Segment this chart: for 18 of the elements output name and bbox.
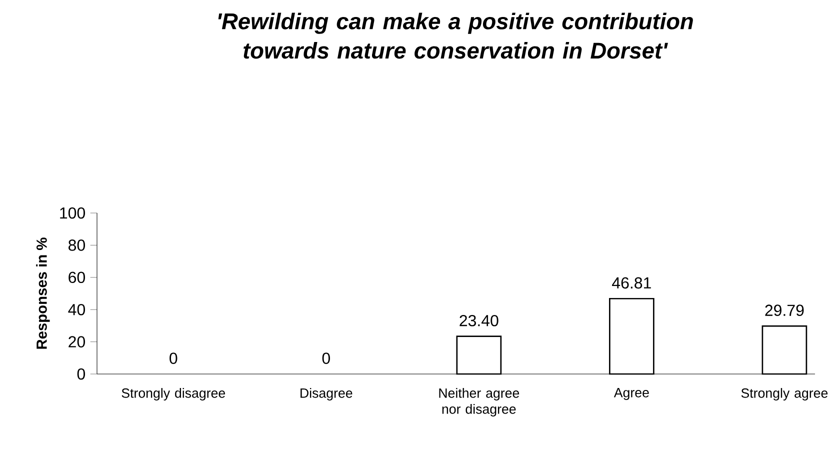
y-tick-label: 20: [68, 336, 86, 348]
chart-title: 'Rewilding can make a positive contribution towards nature conservation in Dorset': [218, 12, 693, 59]
x-tick-label: Strongly disagree: [122, 388, 226, 400]
data-label: 29.79: [765, 304, 804, 316]
y-axis-title: Responses in %: [36, 238, 50, 349]
y-tick-label: 0: [77, 368, 86, 380]
data-label: 23.40: [460, 314, 498, 326]
x-tick-label: Agree: [614, 388, 649, 400]
y-tick-label: 60: [68, 272, 86, 284]
x-tick-label: Strongly agree: [741, 388, 828, 400]
data-label: 0: [170, 352, 178, 364]
data-label: 46.81: [612, 277, 651, 289]
y-tick-label: 80: [68, 240, 86, 251]
data-label: 0: [322, 352, 330, 364]
y-tick-label: 40: [68, 304, 86, 316]
x-tick-label: Neither agree nor disagree: [439, 388, 520, 416]
y-tick-label: 100: [60, 207, 86, 219]
x-tick-label: Disagree: [300, 388, 352, 400]
